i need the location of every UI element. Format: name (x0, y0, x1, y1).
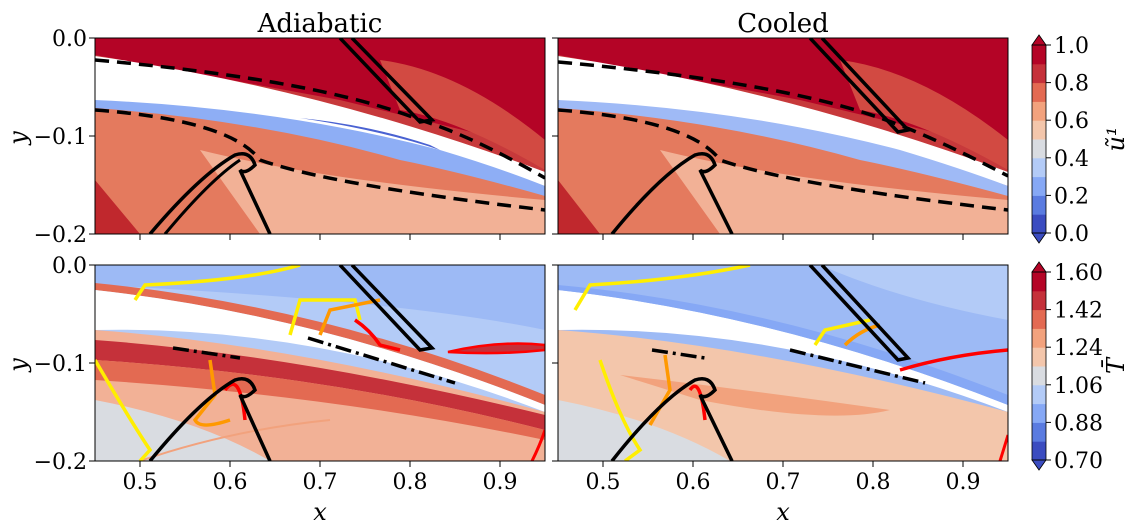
colorbar-tick-label: 0.2 (1054, 184, 1089, 209)
dashdot-contour (172, 346, 241, 360)
colorbar-tick-label: 1.42 (1054, 299, 1103, 324)
x-axis-label-right: x (776, 498, 790, 526)
colorbar-segment (1032, 82, 1046, 102)
colorbar-segment (1032, 366, 1046, 386)
x-tick-label: 0.5 (123, 470, 158, 495)
field-lower-light (200, 150, 545, 234)
yellow-contour-left (95, 359, 153, 461)
colorbar-extend-bottom (1031, 459, 1047, 471)
x-tick-label: 0.9 (483, 470, 518, 495)
colorbar-tick-label: 0.4 (1054, 147, 1089, 172)
y-tick-label: −0.1 (34, 352, 87, 377)
panel-T-adiabatic (95, 265, 545, 461)
y-tick-label: −0.2 (34, 223, 87, 248)
colorbar-segment (1032, 139, 1046, 159)
x-tick-label: 0.6 (676, 470, 711, 495)
x-tick-label: 0.9 (946, 470, 981, 495)
colorbar-label: T̄ (1102, 356, 1130, 374)
colorbar-segment (1032, 101, 1046, 121)
x-tick-label: 0.5 (586, 470, 621, 495)
panel-title-adiabatic: Adiabatic (257, 9, 383, 39)
colorbar-tick-label: 1.0 (1054, 34, 1089, 59)
y-axis-label-bottom: y (4, 358, 32, 373)
colorbar-segment (1032, 176, 1046, 196)
x-tick-label: 0.7 (303, 470, 338, 495)
y-tick-label: −0.2 (34, 450, 87, 475)
colorbar-extend-top (1031, 261, 1047, 273)
dashed-contour-lower (95, 108, 545, 212)
colorbar-tick-label: 0.70 (1054, 449, 1103, 474)
colorbar-segment (1032, 328, 1046, 348)
shock-foot-contour (148, 152, 272, 234)
field-top-region (95, 38, 545, 150)
x-tick-label: 0.8 (856, 470, 891, 495)
colorbar-tick-label: 1.06 (1054, 374, 1103, 399)
y-axis-label-top: y (4, 131, 32, 146)
axis-ticks: 0.0 −0.1 −0.2 0.5 0.6 0.7 0.8 0.9 0.0 −0.1 −0.2 0.5… (34, 27, 981, 495)
y-tick-label: −0.1 (34, 125, 87, 150)
colorbar-segment (1032, 272, 1046, 292)
colorbar-segment (1032, 422, 1046, 442)
colorbar-segment (1032, 384, 1046, 405)
colorbar-tick-label: 1.60 (1054, 261, 1103, 286)
colorbar-segment (1032, 195, 1046, 215)
colorbar-tick-label: 1.24 (1054, 336, 1103, 361)
colorbar-segment (1032, 120, 1046, 140)
colorbar-label: ũ¹ (1102, 126, 1130, 151)
colorbar-segment (1032, 63, 1046, 84)
panel-u-adiabatic (95, 38, 545, 234)
field-corner (95, 180, 140, 234)
colorbar-tick-label: 0.0 (1054, 222, 1089, 247)
dashed-contour-upper (95, 58, 545, 180)
colorbar-extend-top (1031, 34, 1047, 46)
field-top-shade (380, 60, 545, 170)
colorbar-frame (1031, 44, 1047, 234)
colorbar-segment (1032, 347, 1046, 367)
panel-u-cooled (558, 38, 1008, 234)
colorbar-extend-bottom (1031, 232, 1047, 244)
x-axis-label-left: x (313, 498, 327, 526)
x-tick-label: 0.7 (766, 470, 801, 495)
colorbar-segment (1032, 157, 1046, 178)
shock-line (338, 38, 436, 124)
y-tick-label: 0.0 (52, 27, 87, 52)
colorbar-frame (1031, 271, 1047, 461)
low-velocity-band (95, 100, 545, 196)
panel-title-cooled: Cooled (737, 9, 829, 39)
colorbar-tick-label: 0.6 (1054, 109, 1089, 134)
colorbar-tick-label: 0.88 (1054, 411, 1103, 436)
colorbar-T: 1.60 1.42 1.24 1.06 0.88 0.70 T̄ (1031, 261, 1130, 474)
colorbar-segment (1032, 441, 1046, 461)
colorbar-segment (1032, 403, 1046, 423)
colorbar-segment (1032, 45, 1046, 65)
y-tick-label: 0.0 (52, 254, 87, 279)
colorbar-segment (1032, 214, 1046, 234)
colorbar-tick-label: 0.8 (1054, 72, 1089, 97)
x-tick-label: 0.6 (213, 470, 248, 495)
panel-T-cooled (558, 265, 1008, 461)
colorbar-segment (1032, 309, 1046, 329)
colorbar-segment (1032, 290, 1046, 311)
colorbar-u: 1.0 0.8 0.6 0.4 0.2 0.0 ũ¹ (1031, 34, 1130, 247)
x-tick-label: 0.8 (393, 470, 428, 495)
